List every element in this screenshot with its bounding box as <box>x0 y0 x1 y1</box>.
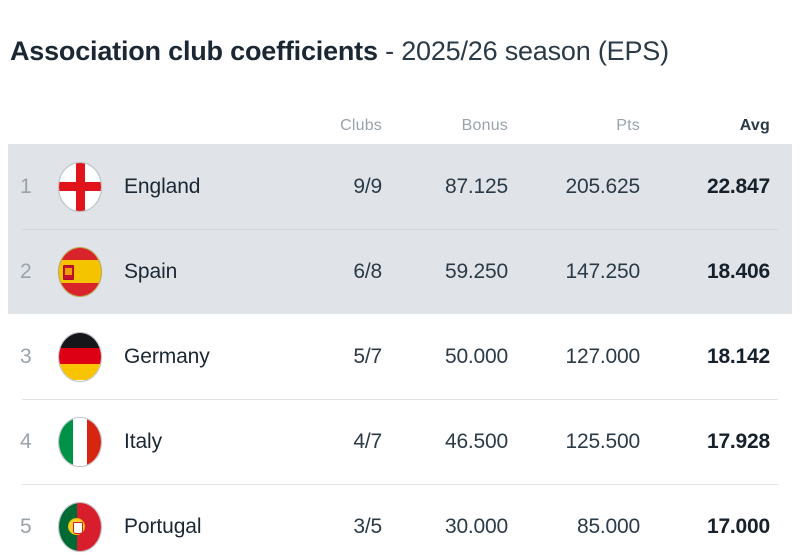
flag-italy-icon <box>58 416 102 467</box>
row-bonus: 50.000 <box>444 344 508 368</box>
row-avg: 17.000 <box>706 514 770 538</box>
column-header-clubs[interactable]: Clubs <box>340 117 382 134</box>
table-row[interactable]: 5 Portugal 3/5 30.000 85.000 17.000 <box>8 484 792 555</box>
row-bonus: 59.250 <box>444 259 508 283</box>
row-pts: 127.000 <box>565 344 640 368</box>
page-title: Association club coefficients - 2025/26 … <box>10 36 669 67</box>
row-clubs: 9/9 <box>353 174 382 198</box>
row-bonus: 46.500 <box>444 429 508 453</box>
row-rank: 2 <box>20 259 32 283</box>
table-row[interactable]: 1 England 9/9 87.125 205.625 22.847 <box>8 144 792 229</box>
flag-portugal-icon <box>58 501 102 552</box>
row-flag <box>54 161 106 212</box>
row-clubs: 6/8 <box>353 259 382 283</box>
column-header-pts[interactable]: Pts <box>616 117 640 134</box>
flag-england-icon <box>58 161 102 212</box>
association-coefficients-table: # Association Clubs Bonus Pts Avg 1 Engl… <box>8 108 792 555</box>
row-rank: 1 <box>20 174 32 198</box>
row-flag <box>54 416 106 467</box>
page-title-subtitle: - 2025/26 season (EPS) <box>377 36 669 66</box>
row-clubs: 5/7 <box>353 344 382 368</box>
row-flag <box>54 501 106 552</box>
row-clubs: 3/5 <box>353 514 382 538</box>
table-row[interactable]: 4 Italy 4/7 46.500 125.500 17.928 <box>8 399 792 484</box>
row-pts: 85.000 <box>576 514 640 538</box>
row-avg: 18.142 <box>706 344 770 368</box>
page-title-main: Association club coefficients <box>10 36 378 66</box>
row-flag <box>54 331 106 382</box>
row-flag <box>54 246 106 297</box>
row-country-name[interactable]: Spain <box>124 259 178 283</box>
flag-spain-icon <box>58 246 102 297</box>
row-bonus: 30.000 <box>444 514 508 538</box>
table-row[interactable]: 2 Spain 6/8 59.250 147.250 18.406 <box>8 229 792 314</box>
row-avg: 17.928 <box>706 429 770 453</box>
row-country-name[interactable]: England <box>124 174 201 198</box>
row-clubs: 4/7 <box>353 429 382 453</box>
column-header-bonus[interactable]: Bonus <box>461 117 508 134</box>
table-header-row: # Association Clubs Bonus Pts Avg <box>8 108 792 144</box>
row-pts: 125.500 <box>565 429 640 453</box>
row-bonus: 87.125 <box>444 174 508 198</box>
column-header-avg[interactable]: Avg <box>739 117 770 134</box>
row-avg: 18.406 <box>706 259 770 283</box>
row-country-name[interactable]: Portugal <box>124 514 202 538</box>
table-row[interactable]: 3 Germany 5/7 50.000 127.000 18.142 <box>8 314 792 399</box>
flag-germany-icon <box>58 331 102 382</box>
row-pts: 147.250 <box>565 259 640 283</box>
row-avg: 22.847 <box>706 174 770 198</box>
row-country-name[interactable]: Germany <box>124 344 210 368</box>
row-pts: 205.625 <box>565 174 640 198</box>
row-rank: 4 <box>20 429 32 453</box>
row-country-name[interactable]: Italy <box>124 429 163 453</box>
row-rank: 3 <box>20 344 32 368</box>
row-rank: 5 <box>20 514 32 538</box>
